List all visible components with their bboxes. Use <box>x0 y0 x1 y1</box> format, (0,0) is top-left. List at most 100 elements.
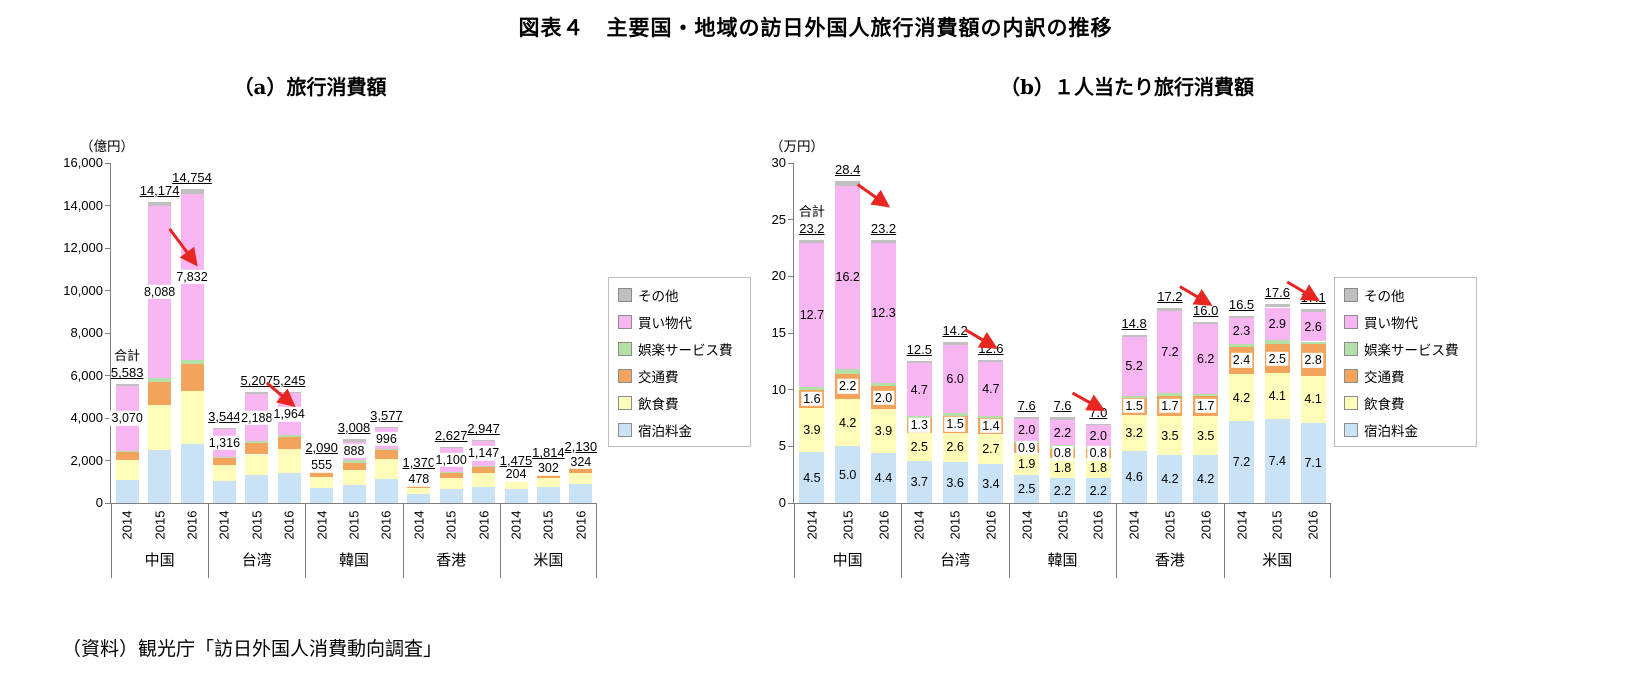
x-axis-year-label: 2016 <box>281 510 297 540</box>
category-separator <box>111 503 112 578</box>
segment-value-label: 4.6 <box>1125 469 1143 484</box>
bar-segment-food <box>1085 457 1111 479</box>
bar-segment-food <box>978 433 1004 465</box>
bar-segment-transport <box>569 465 593 474</box>
bar-segment-lodging <box>1300 422 1326 503</box>
legend-item-entertainment: 娯楽サービス費 <box>1335 335 1476 362</box>
bar-segment-lodging <box>906 461 932 503</box>
bar-segment-food <box>942 432 968 463</box>
bar-segment-other <box>277 391 301 394</box>
bar-segment-entertainment <box>1193 394 1219 397</box>
segment-value-label: 2,188 <box>239 410 275 425</box>
category-separator <box>1116 503 1118 578</box>
bar-total-label: 5,245 <box>272 372 306 388</box>
bar-segment-lodging <box>115 480 139 503</box>
bar-segment-lodging <box>342 484 366 503</box>
bar-segment-entertainment <box>1121 395 1147 398</box>
bar-segment-entertainment <box>835 369 861 374</box>
segment-value-label: 2.4 <box>1230 353 1253 368</box>
bar-segment-other <box>1121 335 1147 337</box>
segment-value-label: 1.8 <box>1089 460 1107 475</box>
segment-value-label: 3.4 <box>982 476 1000 491</box>
x-axis-year-label: 2014 <box>1019 510 1035 540</box>
segment-value-label: 1.7 <box>1159 398 1181 414</box>
bar-segment-other <box>942 342 968 345</box>
segment-value-label: 1.6 <box>801 391 823 406</box>
bar-segment-other <box>115 384 139 386</box>
y-axis-tick-label: 2,000 <box>70 452 103 468</box>
category-separator <box>1330 503 1331 578</box>
bar-total-label: 16.5 <box>1228 297 1255 312</box>
bar-segment-food <box>536 477 560 487</box>
category-separator <box>1008 503 1010 578</box>
bar-total-label: 7.6 <box>1053 397 1072 413</box>
bar-segment-food <box>1050 457 1075 479</box>
bar-segment-food <box>1014 453 1040 475</box>
bar-total-label: 3,008 <box>337 420 371 436</box>
bar-segment-shopping <box>835 185 861 370</box>
bar-total-label: 14.2 <box>942 323 968 339</box>
bar-segment-food <box>1229 373 1254 422</box>
segment-value-label: 1,316 <box>206 435 243 450</box>
y-axis-tick-label: 12,000 <box>63 240 103 255</box>
bar-segment-other <box>472 440 496 442</box>
segment-value-label: 4.7 <box>910 382 928 397</box>
bar-total-label: 1,370 <box>402 454 436 470</box>
category-separator <box>402 503 404 578</box>
segment-value-label: 1.5 <box>1123 398 1145 414</box>
chart-a-subtitle: （a）旅行消費額 <box>233 75 387 99</box>
legend-swatch-transport <box>618 368 632 383</box>
y-axis-tick <box>788 332 794 334</box>
y-axis-tick-label: 14,000 <box>63 197 103 213</box>
bar-total-label: 2,627 <box>434 428 468 444</box>
bar-segment-food <box>180 391 204 444</box>
y-axis-tick-label: 16,000 <box>63 155 103 170</box>
bar-total-label: 2,130 <box>564 438 598 454</box>
y-axis-tick-label: 4,000 <box>70 410 103 425</box>
chart-b-legend: その他 買い物代 娯楽サービス費 交通費 飲食費 宿泊料金 <box>1334 277 1477 447</box>
x-axis-year-label: 2014 <box>1126 510 1142 540</box>
legend-item-label: 娯楽サービス費 <box>638 342 733 359</box>
bar-segment-food <box>439 478 463 490</box>
bar-segment-shopping <box>799 242 825 387</box>
segment-value-label: 12.7 <box>799 307 825 322</box>
segment-value-label: 478 <box>406 472 432 487</box>
legend-swatch-shopping <box>618 314 632 329</box>
segment-value-label: 2.5 <box>1017 481 1036 496</box>
bar-segment-entertainment <box>374 449 398 451</box>
segment-value-label: 0.8 <box>1087 445 1109 461</box>
x-axis-year-label: 2016 <box>378 510 394 540</box>
y-axis-tick <box>788 389 794 391</box>
segment-value-label: 3.2 <box>1125 425 1143 440</box>
segment-value-label: 3.5 <box>1196 428 1215 443</box>
y-axis-tick-label: 15 <box>771 325 786 340</box>
source-note: （資料）観光庁「訪日外国人消費動向調査」 <box>62 638 443 660</box>
x-axis-group-label: 中国 <box>144 551 175 569</box>
bar-segment-other <box>1264 303 1290 308</box>
category-separator <box>794 503 795 578</box>
bar-segment-food <box>1121 414 1147 451</box>
bar-segment-lodging <box>1229 421 1254 503</box>
category-separator <box>596 503 597 578</box>
bar-segment-other <box>439 447 463 449</box>
bar-segment-entertainment <box>871 382 896 387</box>
x-axis-year-label: 2015 <box>1269 510 1285 540</box>
y-axis-tick <box>788 445 794 447</box>
bar-segment-lodging <box>180 443 204 503</box>
segment-value-label: 5.0 <box>838 467 857 482</box>
bar-total-label: 1,814 <box>532 445 565 461</box>
bar-segment-shopping <box>1300 312 1326 342</box>
y-axis-tick <box>105 502 111 504</box>
decline-arrow <box>856 183 891 208</box>
segment-value-label: 888 <box>341 443 367 459</box>
total-prefix-label: 合計 <box>798 205 825 221</box>
segment-value-label: 2.6 <box>1304 319 1322 334</box>
segment-value-label: 204 <box>503 467 529 482</box>
y-axis-tick-label: 5 <box>778 438 786 454</box>
segment-value-label: 2.2 <box>1089 483 1107 498</box>
legend-swatch-entertainment <box>618 341 632 356</box>
segment-value-label: 1,964 <box>271 407 307 422</box>
segment-value-label: 8,088 <box>141 284 178 300</box>
x-axis-year-label: 2014 <box>508 510 524 540</box>
segment-value-label: 2.2 <box>836 379 859 394</box>
